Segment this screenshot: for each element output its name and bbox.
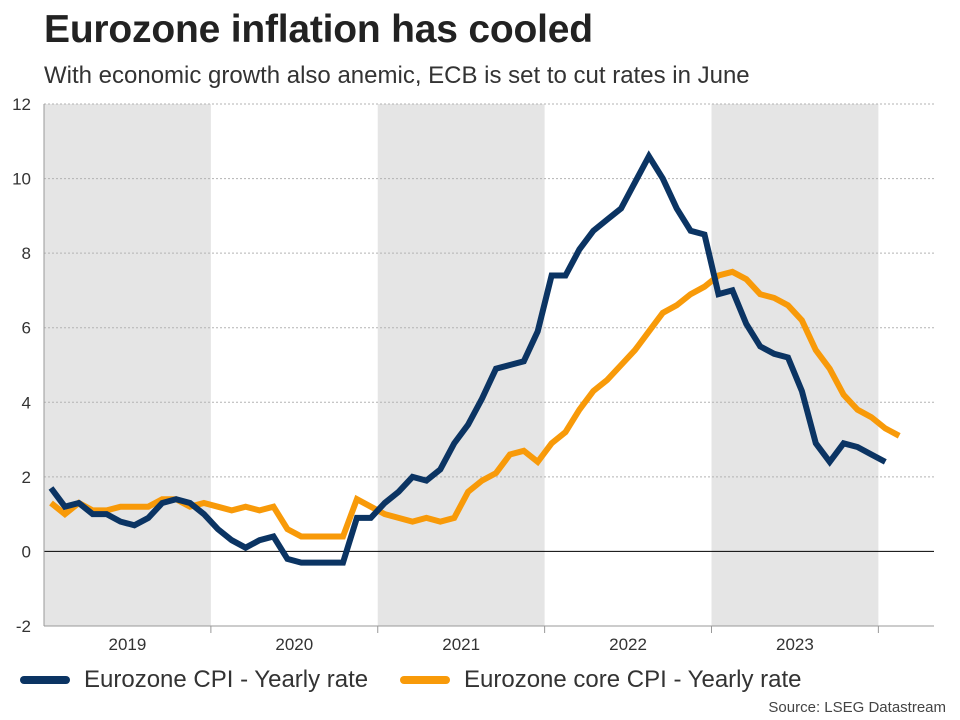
- chart-subtitle: With economic growth also anemic, ECB is…: [44, 62, 750, 89]
- series-line-cpi: [48, 150, 887, 566]
- legend-swatch-core: [400, 676, 450, 684]
- x-tick-label: 2021: [442, 635, 480, 654]
- year-band-2023: [711, 104, 879, 626]
- y-tick-label: -2: [16, 617, 31, 636]
- y-tick-label: 0: [22, 542, 31, 561]
- chart-title: Eurozone inflation has cooled: [44, 8, 593, 51]
- source-note: Source: LSEG Datastream: [768, 699, 946, 716]
- year-bands: [44, 104, 879, 626]
- x-tick-label: 2023: [776, 635, 814, 654]
- legend-label-cpi: Eurozone CPI - Yearly rate: [84, 666, 369, 693]
- y-tick-label: 4: [22, 393, 31, 412]
- year-band-2019: [44, 104, 211, 626]
- gridlines: [43, 103, 934, 626]
- series-lines: [48, 150, 901, 566]
- y-axis-tick-labels: -2 0 2 4 6 8 10 12: [12, 95, 31, 636]
- x-axis: 2019 2020 2021 2022 2023: [44, 625, 934, 654]
- x-tick-label: 2022: [609, 635, 647, 654]
- legend-item-cpi: Eurozone CPI - Yearly rate: [20, 666, 368, 694]
- y-tick-label: 10: [12, 170, 31, 189]
- y-tick-label: 2: [22, 468, 31, 487]
- legend-swatch-cpi: [20, 676, 70, 684]
- legend-label-core: Eurozone core CPI - Yearly rate: [464, 666, 802, 693]
- x-tick-label: 2020: [275, 635, 313, 654]
- y-tick-label: 6: [22, 319, 31, 338]
- legend-item-core: Eurozone core CPI - Yearly rate: [400, 666, 802, 694]
- y-tick-label: 12: [12, 95, 31, 114]
- x-tick-label: 2019: [109, 635, 147, 654]
- y-tick-label: 8: [22, 244, 31, 263]
